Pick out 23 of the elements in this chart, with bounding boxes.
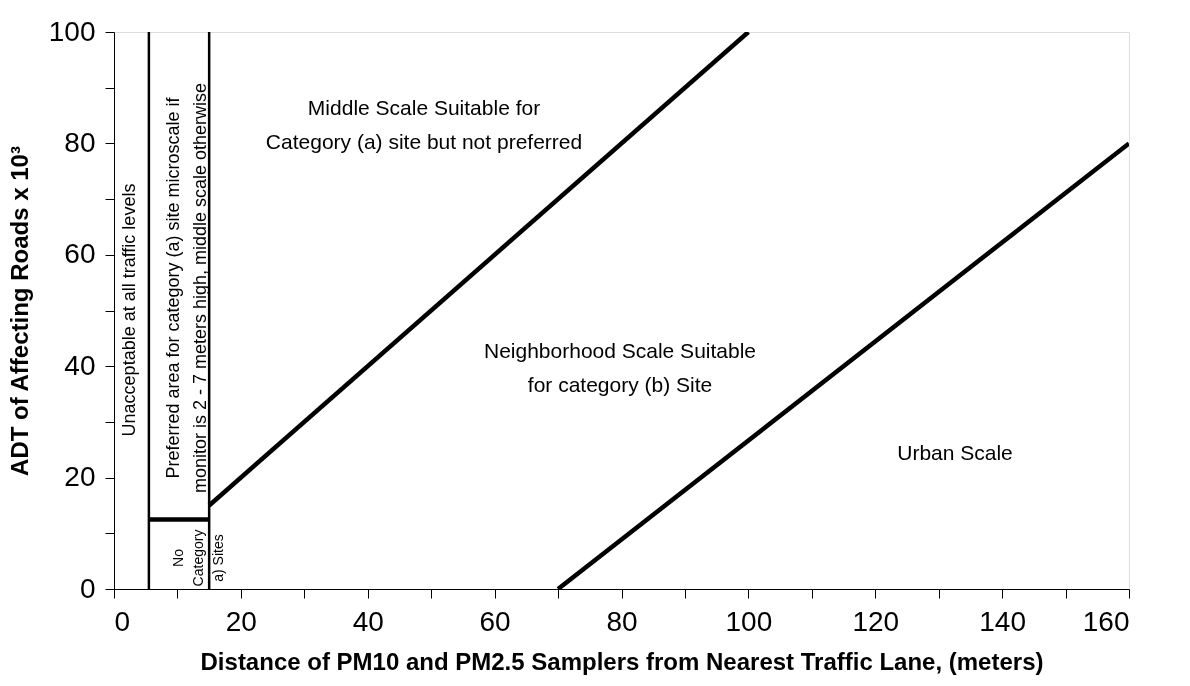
annotation: Urban Scale: [897, 441, 1013, 464]
y-tick-label: 60: [64, 238, 96, 270]
x-tick-label: 120: [852, 605, 900, 637]
annotation: No Category a) Sites: [170, 529, 226, 587]
x-axis-title: Distance of PM10 and PM2.5 Samplers from Nearest Traffic Lane, (meters): [200, 647, 1044, 675]
y-tick-label: 100: [48, 15, 96, 47]
x-tick-label: 160: [1082, 605, 1130, 637]
x-tick-label: 140: [979, 605, 1026, 637]
y-tick-label: 40: [64, 349, 96, 381]
y-tick-label: 80: [64, 126, 96, 158]
annotation: Unacceptable at all traffic levels: [119, 183, 139, 437]
x-tick-label: 60: [479, 605, 511, 637]
x-tick-label: 20: [225, 605, 257, 637]
x-tick-label: 0: [114, 605, 131, 637]
y-tick-label: 0: [79, 572, 96, 604]
annotation: Preferred area for category (a) site microscale if monitor is 2 - 7 meters high, middle scale otherwise: [163, 82, 210, 494]
annotation: Neighborhood Scale Suitable for category (b) Site: [483, 339, 757, 396]
annotation: Middle Scale Suitable for Category (a) site but not preferred: [265, 96, 583, 153]
y-axis-title: ADT of Affecting Roads x 10³: [5, 146, 33, 476]
x-tick-label: 100: [725, 605, 773, 637]
y-tick-label: 20: [64, 461, 96, 493]
x-tick-label: 40: [352, 605, 384, 637]
x-tick-label: 80: [606, 605, 638, 637]
